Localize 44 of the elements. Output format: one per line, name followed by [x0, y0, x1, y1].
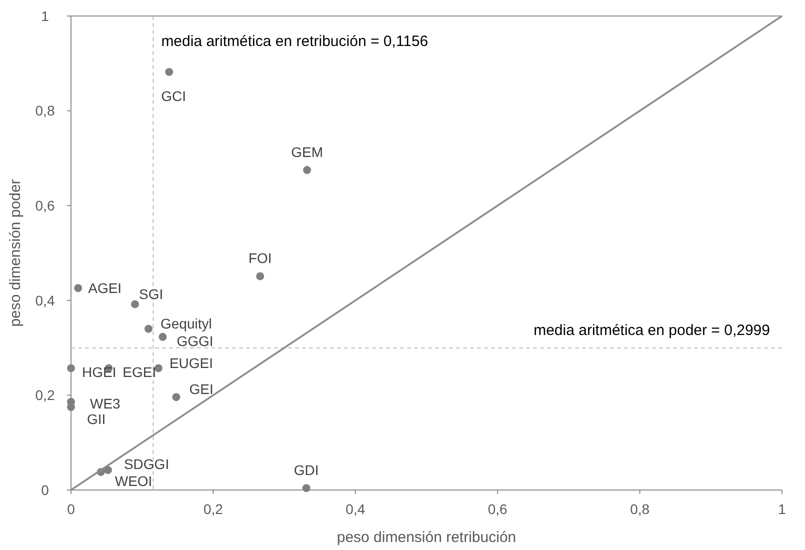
annotation: WE3: [90, 396, 121, 412]
point: [302, 484, 310, 492]
ref-line-label: media aritmética en retribución = 0,1156: [161, 33, 428, 50]
y-tick-label: 1: [41, 8, 50, 24]
annotation: EGEI: [122, 364, 156, 380]
annotation: WEOI: [114, 472, 152, 489]
annotation: EUGEI: [169, 355, 214, 372]
annotation: GEM: [291, 144, 323, 160]
point: [104, 466, 112, 474]
y-axis-title: peso dimensión poder: [7, 179, 24, 327]
y-tick-label: 0: [41, 482, 50, 498]
x-tick-label: 1: [778, 501, 786, 517]
annotation: GGGI: [176, 332, 214, 349]
annotation: GCI: [161, 88, 186, 104]
point: [256, 272, 264, 280]
x-tick-label: 0,2: [203, 501, 224, 517]
x-tick-label: 0,4: [346, 501, 366, 517]
point: [74, 284, 82, 292]
annotation: FOI: [248, 250, 272, 266]
annotation: HGEI: [82, 364, 116, 380]
point: [154, 364, 162, 372]
point: [172, 393, 180, 402]
y-tick-label: 0,6: [35, 198, 55, 214]
x-tick-label: 0: [67, 501, 76, 517]
point: [303, 166, 312, 174]
x-tick-label: 0,6: [488, 501, 508, 517]
y-tick-label: 0,4: [35, 292, 55, 308]
annotation: SGI: [138, 286, 164, 302]
point: [158, 332, 167, 341]
annotation: GII: [87, 410, 106, 427]
point: [67, 364, 75, 372]
point: [165, 68, 174, 76]
annotation: AGEI: [88, 280, 122, 296]
y-tick-label: 0,2: [35, 387, 55, 404]
x-axis-title: peso dimensión retribución: [336, 529, 516, 546]
annotation: GDI: [294, 462, 319, 478]
annotation: SDGGI: [124, 456, 170, 472]
annotation: Gequityl: [160, 316, 212, 332]
point: [144, 324, 152, 333]
x-tick-label: 0,8: [630, 501, 650, 517]
point: [131, 300, 139, 308]
y-tick-label: 0,8: [35, 102, 55, 119]
ref-line-label: media aritmética en poder = 0,2999: [534, 322, 770, 339]
annotation: GEI: [189, 380, 214, 397]
